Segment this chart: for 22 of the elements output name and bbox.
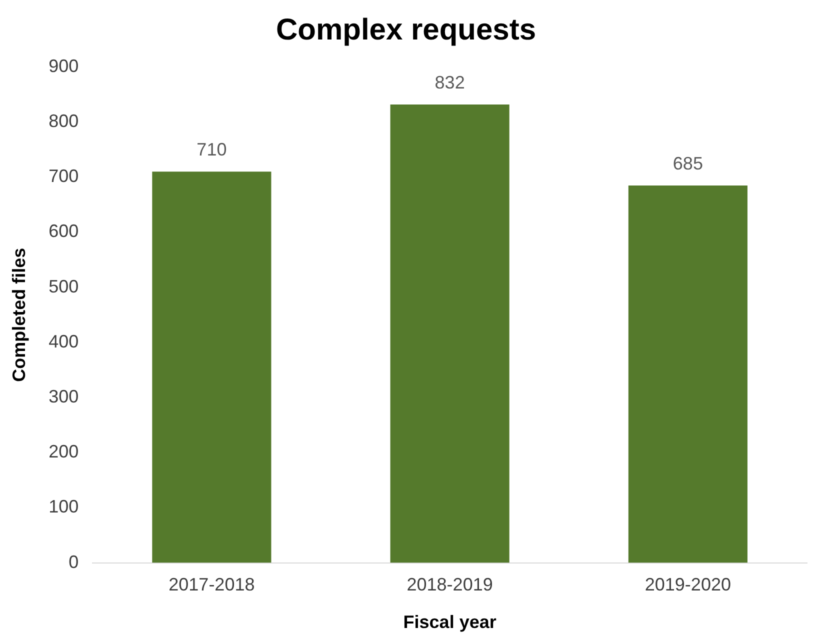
bar [628, 185, 748, 563]
x-tick-label: 2017-2018 [168, 574, 255, 595]
data-label: 685 [672, 153, 703, 174]
y-tick-label: 600 [48, 221, 79, 242]
y-tick-label: 700 [48, 166, 79, 186]
bar [152, 172, 272, 563]
y-tick-label: 0 [68, 552, 79, 572]
y-tick-label: 200 [48, 442, 79, 462]
bar [390, 104, 510, 563]
y-tick-label: 100 [48, 496, 79, 517]
x-axis-title: Fiscal year [403, 612, 496, 632]
y-tick-label: 900 [48, 56, 79, 76]
y-tick-label: 400 [48, 331, 79, 352]
y-tick-label: 800 [48, 111, 79, 132]
chart-title: Complex requests [276, 13, 536, 46]
x-tick-label: 2018-2019 [406, 574, 493, 595]
y-tick-label: 500 [48, 276, 79, 296]
data-label: 832 [434, 72, 465, 92]
x-tick-label: 2019-2020 [644, 574, 731, 595]
y-tick-label: 300 [48, 386, 79, 406]
data-label: 710 [196, 140, 227, 160]
y-axis-title: Completed files [8, 248, 29, 382]
